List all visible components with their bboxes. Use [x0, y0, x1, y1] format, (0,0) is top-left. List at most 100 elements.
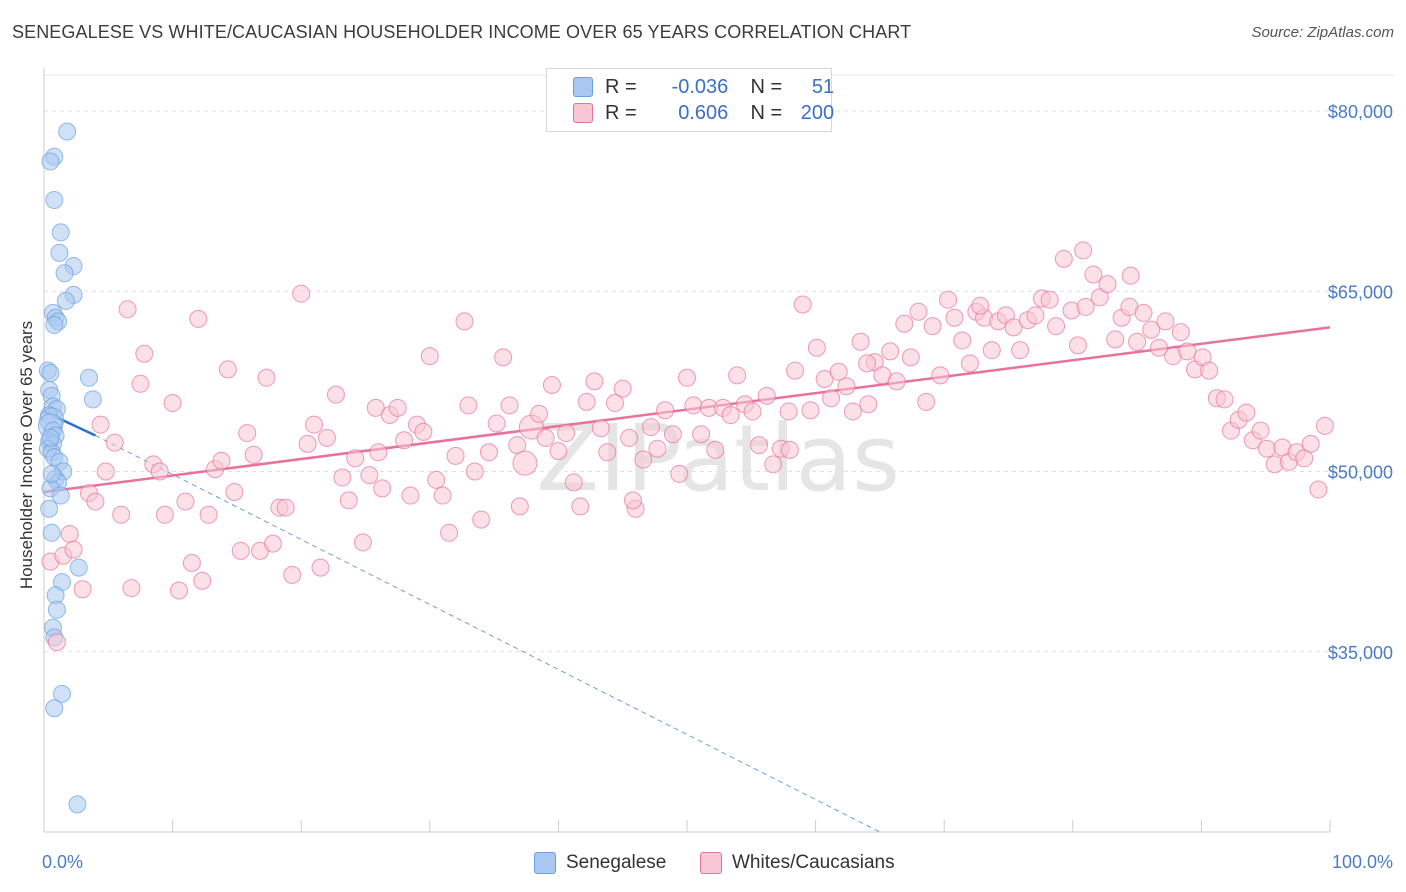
point-senegalese [45, 190, 64, 209]
point-whites [859, 395, 878, 414]
point-whites [305, 415, 324, 434]
y-tick-label: $35,000 [1328, 643, 1393, 663]
point-whites [564, 473, 583, 492]
legend-row-whites: R = 0.606 N = 200 [573, 100, 834, 126]
bottom-legend-label-whites: Whites/Caucasians [732, 852, 895, 873]
point-whites [1040, 290, 1059, 309]
point-whites [510, 497, 529, 516]
point-whites [881, 342, 900, 361]
point-senegalese [42, 464, 61, 483]
data-points [37, 122, 1334, 814]
point-senegalese [47, 600, 66, 619]
point-whites [829, 362, 848, 381]
point-whites [656, 401, 675, 420]
point-whites [909, 302, 928, 321]
y-tick-label: $65,000 [1328, 282, 1393, 302]
point-whites [807, 338, 826, 357]
point-senegalese [83, 390, 102, 409]
bottom-legend-senegalese: Senegalese [534, 852, 666, 874]
point-whites [1142, 320, 1161, 339]
point-whites [557, 424, 576, 443]
point-whites [623, 491, 642, 510]
point-whites [333, 468, 352, 487]
point-senegalese [41, 152, 60, 171]
point-whites [982, 341, 1001, 360]
point-whites [945, 308, 964, 327]
point-whites [283, 565, 302, 584]
point-whites [837, 377, 856, 396]
point-whites [512, 450, 538, 476]
source-label: Source: ZipAtlas.com [1251, 24, 1394, 41]
point-whites [433, 486, 452, 505]
point-whites [276, 498, 295, 517]
point-whites [1047, 317, 1066, 336]
point-whites [155, 505, 174, 524]
y-tick-label: $50,000 [1328, 463, 1393, 483]
point-whites [317, 428, 336, 447]
point-whites [598, 443, 617, 462]
point-whites [1068, 336, 1087, 355]
point-whites [1004, 318, 1023, 337]
point-senegalese [45, 315, 64, 334]
point-whites [163, 394, 182, 413]
point-whites [1257, 439, 1276, 458]
point-whites [917, 392, 936, 411]
x-tick-label: 100.0% [1332, 852, 1393, 872]
point-whites [549, 442, 568, 461]
point-senegalese [45, 699, 64, 718]
point-whites [122, 579, 141, 598]
point-whites [887, 372, 906, 391]
point-whites [1106, 330, 1125, 349]
point-whites [472, 510, 491, 529]
point-whites [105, 433, 124, 452]
point-whites [858, 354, 877, 373]
point-whites [500, 396, 519, 415]
point-whites [1090, 288, 1109, 307]
legend-n-label: N = [750, 101, 783, 124]
point-whites [446, 446, 465, 465]
point-senegalese [68, 795, 87, 814]
point-whites [369, 443, 388, 462]
point-whites [131, 374, 150, 393]
legend-r-label: R = [605, 101, 637, 124]
point-whites [311, 558, 330, 577]
point-senegalese [51, 486, 70, 505]
point-whites [193, 571, 212, 590]
point-whites [1121, 266, 1140, 285]
point-whites [1076, 297, 1095, 316]
legend-swatch-whites [573, 103, 593, 123]
point-whites [170, 581, 189, 600]
point-senegalese [58, 122, 77, 141]
point-whites [455, 312, 474, 331]
point-whites [1084, 265, 1103, 284]
point-whites [780, 440, 799, 459]
trend-line-senegalese-extension [95, 435, 881, 833]
point-whites [1011, 341, 1030, 360]
point-whites [1301, 434, 1320, 453]
point-whites [692, 425, 711, 444]
point-whites [479, 443, 498, 462]
point-whites [530, 404, 549, 423]
point-whites [536, 428, 555, 447]
point-whites [420, 347, 439, 366]
point-whites [585, 372, 604, 391]
point-whites [1178, 342, 1197, 361]
legend-row-senegalese: R = -0.036 N = 51 [573, 74, 834, 100]
point-whites [373, 479, 392, 498]
point-whites [939, 290, 958, 309]
point-whites [212, 451, 231, 470]
legend-n-label: N = [750, 75, 783, 98]
point-whites [793, 295, 812, 314]
point-whites [1134, 303, 1153, 322]
point-whites [150, 462, 169, 481]
point-whites [1200, 361, 1219, 380]
point-whites [339, 491, 358, 510]
point-whites [459, 396, 478, 415]
point-whites [395, 431, 414, 450]
point-whites [706, 440, 725, 459]
point-whites [1074, 241, 1093, 260]
bottom-legend-swatch-whites [700, 852, 722, 874]
point-whites [244, 445, 263, 464]
point-whites [895, 314, 914, 333]
point-whites [613, 379, 632, 398]
